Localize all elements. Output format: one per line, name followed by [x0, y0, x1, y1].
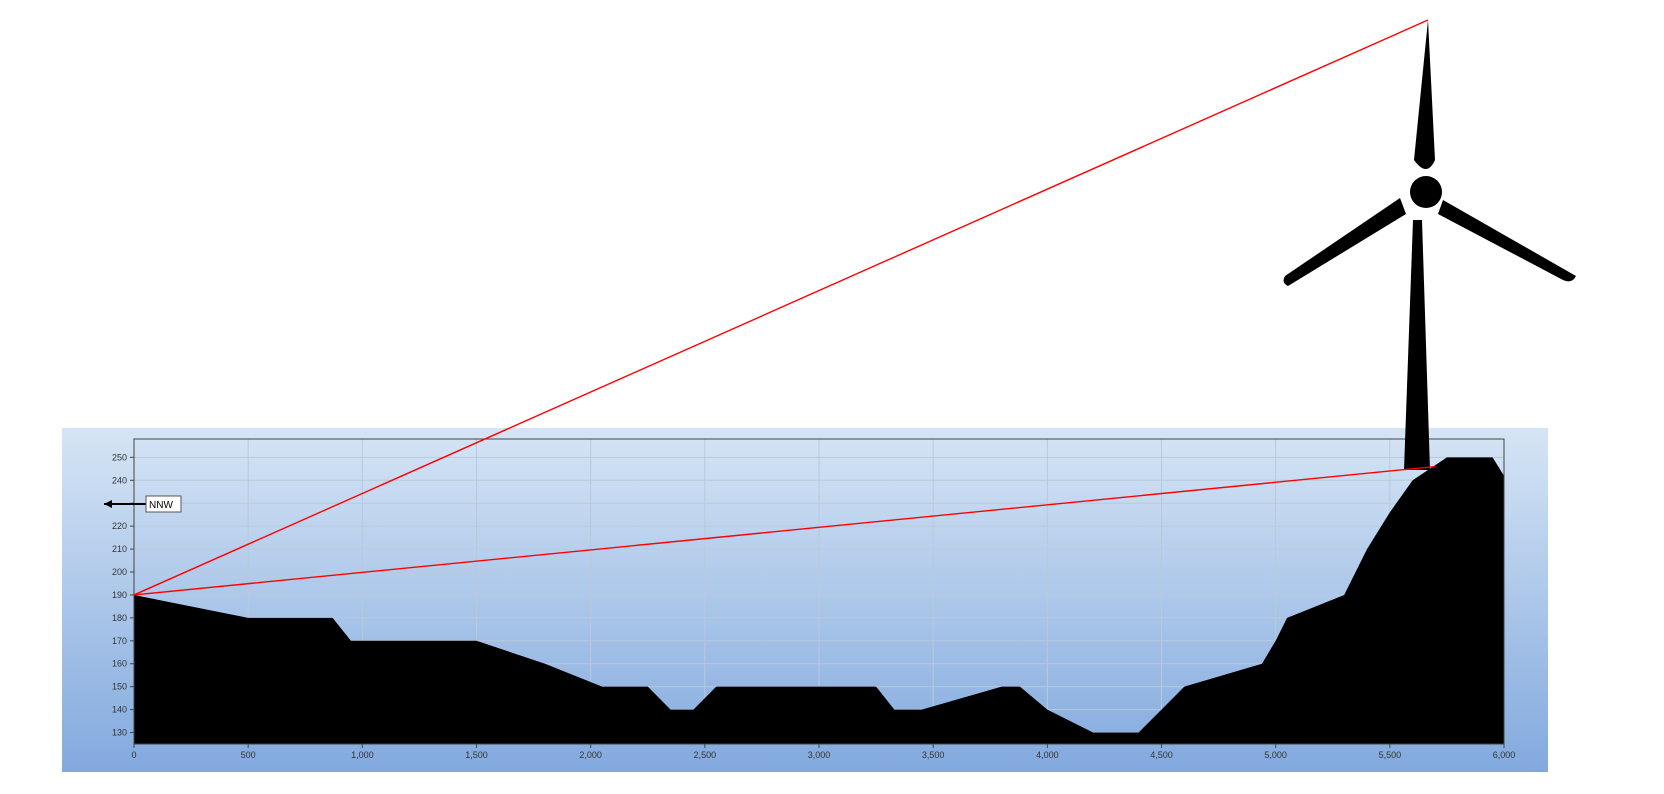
- x-tick-label: 3,000: [808, 750, 831, 760]
- x-tick-label: 5,000: [1264, 750, 1287, 760]
- sight-line-to-blade-tip: [133, 19, 1429, 596]
- y-tick-label: 190: [112, 590, 127, 600]
- y-tick-label: 140: [112, 705, 127, 715]
- x-tick-label: 4,500: [1150, 750, 1173, 760]
- x-tick-label: 2,500: [694, 750, 717, 760]
- direction-indicator: NNW: [104, 495, 182, 513]
- x-tick-label: 6,000: [1493, 750, 1516, 760]
- x-axis-ticks: 0 500 1,000 1,500 2,000 2,500 3,000 3,500 4,000 4…: [131, 744, 1515, 760]
- y-tick-label: 130: [112, 728, 127, 738]
- y-tick-label: 240: [112, 475, 127, 485]
- terrain-area: [134, 457, 1504, 744]
- x-tick-label: 1,500: [465, 750, 488, 760]
- y-tick-label: 250: [112, 452, 127, 462]
- x-tick-label: 4,000: [1036, 750, 1059, 760]
- wind-turbine-icon: [1283, 20, 1576, 470]
- x-tick-label: 1,000: [351, 750, 374, 760]
- sight-line-to-turbine-base: [133, 465, 1436, 596]
- y-tick-label: 160: [112, 659, 127, 669]
- direction-label: NNW: [149, 500, 173, 511]
- x-tick-label: 2,000: [579, 750, 602, 760]
- y-tick-label: 220: [112, 521, 127, 531]
- y-axis-ticks: 130 140 150 160 170 180 190 200 210 220 240 250: [112, 452, 134, 738]
- y-tick-label: 200: [112, 567, 127, 577]
- x-tick-label: 500: [241, 750, 256, 760]
- y-tick-label: 210: [112, 544, 127, 554]
- x-tick-label: 0: [131, 750, 136, 760]
- x-tick-label: 5,500: [1379, 750, 1402, 760]
- y-tick-label: 180: [112, 613, 127, 623]
- x-tick-label: 3,500: [922, 750, 945, 760]
- y-tick-label: 170: [112, 636, 127, 646]
- y-tick-label: 150: [112, 682, 127, 692]
